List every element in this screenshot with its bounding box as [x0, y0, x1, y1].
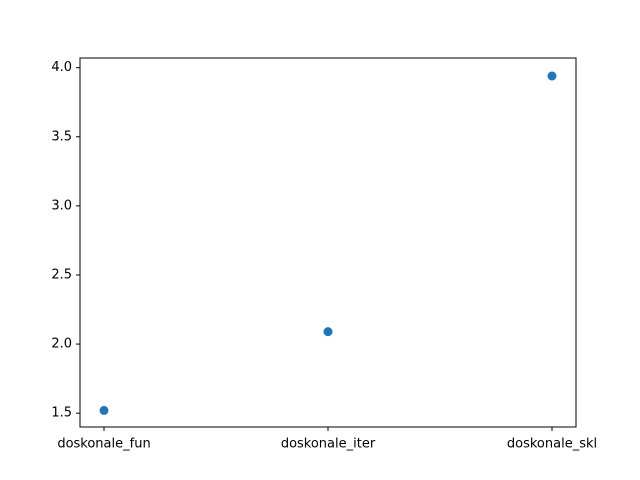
- y-tick-label: 3.5: [51, 129, 72, 144]
- data-point: [547, 71, 557, 81]
- y-tick-label: 4.0: [51, 60, 72, 75]
- x-tick-label: doskonale_iter: [281, 437, 376, 452]
- data-points: [99, 71, 557, 415]
- y-tick-label: 2.5: [51, 267, 72, 282]
- y-tick-label: 3.0: [51, 198, 72, 213]
- data-point: [99, 405, 109, 415]
- y-tick-label: 1.5: [51, 406, 72, 421]
- x-axis: doskonale_fun doskonale_iter doskonale_skl: [57, 427, 597, 452]
- y-tick-label: 2.0: [51, 337, 72, 352]
- y-axis: 1.5 2.0 2.5 3.0 3.5 4.0: [51, 60, 80, 421]
- plot-area: [80, 58, 576, 427]
- x-tick-label: doskonale_skl: [507, 437, 597, 452]
- plot-frame: [79, 57, 577, 428]
- data-point: [323, 327, 333, 337]
- x-tick-label: doskonale_fun: [57, 437, 150, 452]
